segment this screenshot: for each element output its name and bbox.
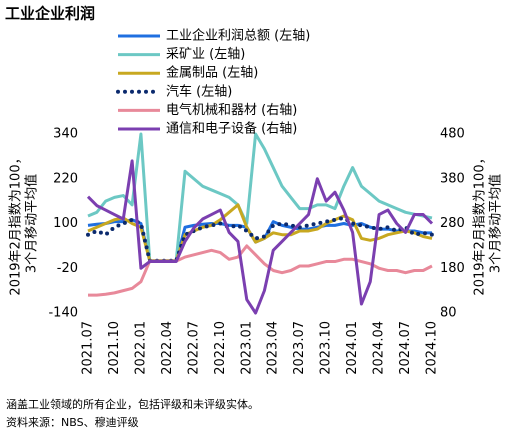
legend-label: 采矿业 (左轴) bbox=[166, 47, 245, 62]
legend-label: 工业企业利润总额 (左轴) bbox=[166, 28, 310, 44]
y2-tick-label: 80 bbox=[440, 306, 457, 321]
y-tick-label: 220 bbox=[53, 171, 78, 186]
y2-tick-label: 480 bbox=[440, 127, 465, 142]
chart-title: 工业企业利润 bbox=[5, 5, 95, 23]
note: 资料来源：NBS、穆迪评级 bbox=[6, 415, 139, 429]
x-tick-label: 2024.10 bbox=[425, 321, 440, 375]
x-tick-label: 2021.07 bbox=[81, 321, 96, 375]
series-line bbox=[87, 132, 433, 263]
y2-axis-label: 3个月移动平均值 bbox=[488, 174, 504, 273]
legend-label: 汽车 (左轴) bbox=[166, 83, 232, 99]
x-tick-label: 2022.04 bbox=[160, 321, 175, 375]
x-tick-label: 2022.10 bbox=[213, 321, 228, 375]
x-tick-label: 2023.10 bbox=[319, 321, 334, 375]
y2-tick-label: 280 bbox=[440, 216, 465, 231]
y-tick-label: -20 bbox=[57, 261, 78, 276]
series-line bbox=[88, 244, 433, 297]
x-tick-label: 2024.04 bbox=[372, 321, 387, 375]
y2-tick-label: 180 bbox=[440, 261, 465, 276]
y-tick-label: 340 bbox=[53, 127, 78, 142]
y2-axis-label: 2019年2月指数为100， bbox=[473, 151, 488, 295]
x-tick-label: 2023.04 bbox=[266, 321, 281, 375]
x-tick-label: 2024.01 bbox=[345, 321, 360, 375]
legend-label: 电气机械和器材 (右轴) bbox=[166, 102, 297, 118]
y-tick-label: 100 bbox=[53, 216, 78, 231]
x-tick-label: 2021.10 bbox=[107, 321, 122, 375]
y-tick-label: -140 bbox=[48, 306, 78, 321]
legend-label: 通信和电子设备 (右轴) bbox=[166, 121, 297, 137]
y-axis-label: 3个月移动平均值 bbox=[24, 174, 40, 273]
x-tick-label: 2023.01 bbox=[239, 321, 254, 375]
y-axis-label: 2019年2月指数为100， bbox=[9, 151, 24, 295]
x-tick-label: 2022.07 bbox=[186, 321, 201, 375]
y2-tick-label: 380 bbox=[440, 171, 465, 186]
legend-label: 金属制品 (左轴) bbox=[166, 65, 258, 81]
x-tick-label: 2024.07 bbox=[398, 321, 413, 375]
x-tick-label: 2022.01 bbox=[133, 321, 148, 375]
series-line bbox=[86, 215, 434, 263]
x-tick-label: 2023.07 bbox=[292, 321, 307, 375]
series-line bbox=[86, 159, 434, 315]
note: 涵盖工业领域的所有企业，包括评级和未评级实体。 bbox=[6, 397, 259, 411]
